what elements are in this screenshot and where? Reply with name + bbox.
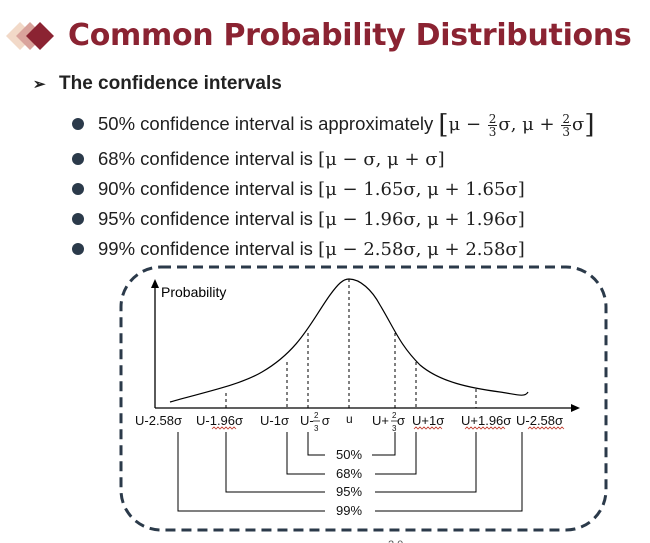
page-title: Common Probability Distributions xyxy=(68,18,632,53)
interval-formula: [μ − 2 3 σ, μ + 2 3 σ] xyxy=(438,110,595,140)
interval-text: 99% confidence interval is xyxy=(98,238,319,259)
x-axis-arrow-icon xyxy=(571,404,580,412)
bullet-dot-icon xyxy=(72,153,84,165)
bracket-label: 95% xyxy=(336,484,362,499)
interval-text: 68% confidence interval is xyxy=(98,148,319,169)
bracket-label: 99% xyxy=(336,503,362,518)
bullet-dot-icon xyxy=(72,118,84,130)
tick-fraction: 3 xyxy=(314,424,319,433)
logo-diamonds-icon xyxy=(6,22,54,50)
bullet-dot-icon xyxy=(72,213,84,225)
bell-curve xyxy=(169,278,529,403)
list-item: 90% confidence interval is [μ − 1.65σ, μ… xyxy=(72,174,594,204)
arrow-bullet-icon: ➢ xyxy=(33,76,46,93)
interval-formula: [μ − 1.65σ, μ + 1.65σ] xyxy=(318,179,525,200)
bracket-99 xyxy=(177,432,523,512)
spellcheck-underline xyxy=(211,426,237,430)
interval-formula: [μ − σ, μ + σ] xyxy=(318,149,445,170)
bracket-label: 50% xyxy=(336,447,362,462)
list-item: 99% confidence interval is [μ − 2.58σ, μ… xyxy=(72,234,594,264)
spellcheck-underline xyxy=(464,426,506,430)
footer-fragment: 2 0 xyxy=(388,539,403,543)
y-axis-label: Probability xyxy=(161,284,226,300)
spellcheck-underline xyxy=(527,426,565,430)
list-item: 50% confidence interval is approximately… xyxy=(72,104,594,144)
bracket-50 xyxy=(307,432,396,456)
tick-label: U-σ xyxy=(300,413,330,428)
interval-text: 90% confidence interval is xyxy=(98,178,319,199)
interval-text: 50% confidence interval is approximately xyxy=(98,113,439,134)
bracket-label: 68% xyxy=(336,466,362,481)
tick-label: U-1.96σ xyxy=(196,413,243,428)
bullet-dot-icon xyxy=(72,243,84,255)
bullet-dot-icon xyxy=(72,183,84,195)
tick-label: U+1.96σ xyxy=(461,413,511,428)
spellcheck-underline xyxy=(413,426,443,430)
interval-list: 50% confidence interval is approximately… xyxy=(72,104,594,264)
bracket-68 xyxy=(286,432,417,475)
tick-fraction: 2 xyxy=(392,411,397,420)
list-item: 95% confidence interval is [μ − 1.96σ, μ… xyxy=(72,204,594,234)
y-axis-arrow-icon xyxy=(151,279,159,288)
tick-fraction: 3 xyxy=(392,424,397,433)
tick-label: u xyxy=(346,412,353,426)
bracket-95 xyxy=(225,432,477,493)
section-heading: ➢ The confidence intervals xyxy=(33,73,282,95)
dashed-frame xyxy=(119,265,608,532)
tick-label: U-2.58σ xyxy=(135,413,182,428)
tick-label: U+ σ xyxy=(372,413,405,428)
list-item: 68% confidence interval is [μ − σ, μ + σ… xyxy=(72,144,594,174)
tick-fraction: 2 xyxy=(314,411,319,420)
interval-formula: [μ − 1.96σ, μ + 1.96σ] xyxy=(318,209,525,230)
tick-label: U-1σ xyxy=(260,413,289,428)
interval-formula: [μ − 2.58σ, μ + 2.58σ] xyxy=(318,239,525,260)
tick-label: U+1σ xyxy=(412,413,444,428)
tick-label: U-2.58σ xyxy=(516,413,563,428)
interval-text: 95% confidence interval is xyxy=(98,208,319,229)
section-heading-text: The confidence intervals xyxy=(59,73,282,94)
